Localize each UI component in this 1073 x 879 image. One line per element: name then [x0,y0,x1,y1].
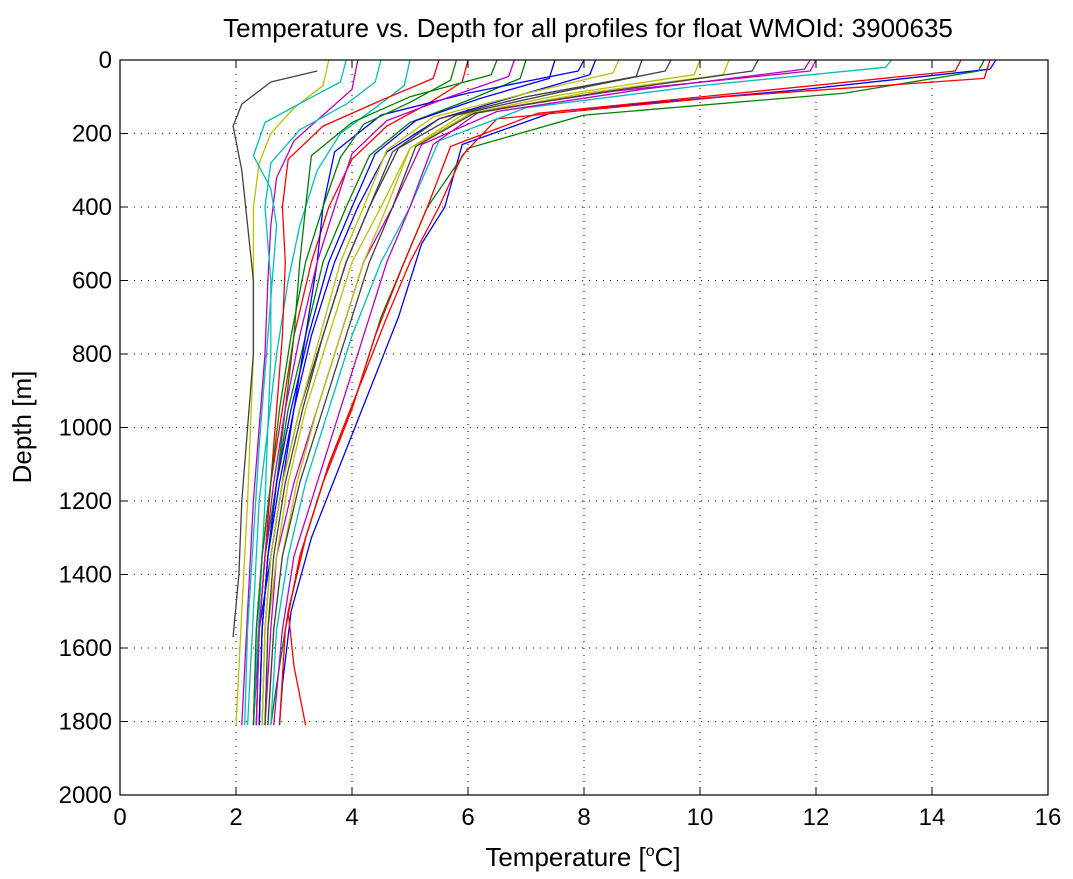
profile-line-1 [278,59,997,726]
profile-line-26 [255,59,516,726]
y-tick-label: 1600 [59,635,112,662]
y-axis-label: Depth [m] [7,371,37,484]
profile-line-25 [244,59,347,726]
x-tick-label: 14 [919,804,946,831]
profile-line-12 [241,59,359,726]
tick-layer: 0 2 4 6 8 10 12 14 16 0 200 400 600 800 1000 1200 1400 16… [59,47,1062,831]
x-tick-label: 6 [461,804,474,831]
y-tick-label: 1400 [59,562,112,589]
y-tick-label: 1000 [59,415,112,442]
profile-line-6 [264,59,730,726]
x-axis-label-prefix: Temperature [ [485,842,646,872]
y-tick-label: 1800 [59,709,112,736]
x-tick-label: 8 [577,804,590,831]
series-layer [232,59,997,726]
profile-line-11 [246,59,411,726]
profile-line-21 [264,59,643,726]
chart-title: Temperature vs. Depth for all profiles f… [223,13,953,43]
x-axis-label: Temperature [oC] [485,842,680,872]
x-tick-label: 12 [803,804,830,831]
profile-line-28 [267,59,759,726]
x-tick-label: 16 [1035,804,1062,831]
y-tick-label: 1200 [59,488,112,515]
profile-line-22 [258,59,556,726]
x-axis-label-superscript: o [646,843,655,860]
y-tick-label: 600 [72,268,112,295]
x-tick-label: 0 [113,804,126,831]
profile-line-27 [261,59,620,726]
y-tick-label: 200 [72,121,112,148]
profile-line-24 [278,59,962,726]
y-tick-label: 800 [72,341,112,368]
profile-line-4 [270,59,892,726]
profile-line-18 [252,59,382,726]
profile-line-23 [252,59,458,726]
y-tick-label: 0 [99,47,112,74]
x-axis-label-suffix: C] [655,842,681,872]
x-tick-label: 10 [687,804,714,831]
profile-line-14 [232,70,318,638]
x-tick-label: 4 [345,804,358,831]
y-tick-label: 2000 [59,782,112,809]
x-tick-label: 2 [229,804,242,831]
y-tick-label: 400 [72,194,112,221]
